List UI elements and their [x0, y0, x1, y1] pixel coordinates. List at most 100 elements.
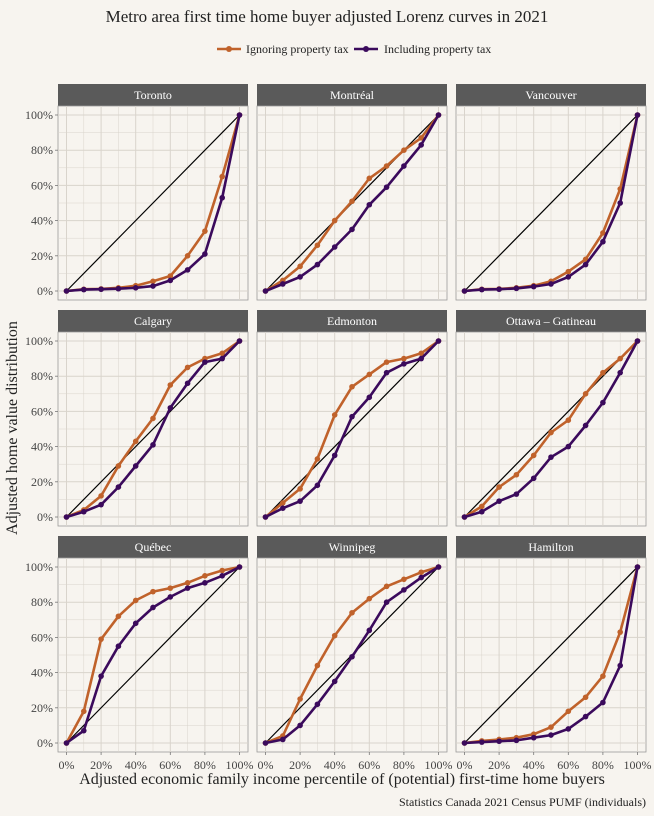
series-ignoring-point-winnipeg — [297, 696, 303, 702]
series-including-point-calgary — [115, 484, 122, 490]
x-axis-label: Adjusted economic family income percenti… — [79, 771, 605, 788]
series-ignoring-point-toronto — [202, 228, 208, 234]
series-ignoring-point-calgary — [98, 493, 104, 499]
series-ignoring-point-quebec — [219, 567, 225, 574]
series-including-point-ottawa-gatineau — [565, 443, 572, 450]
y-tick-label: 100% — [25, 560, 53, 574]
series-including-point-montreal — [383, 184, 390, 190]
series-including-point-calgary — [150, 442, 156, 448]
equality-line-edmonton — [265, 340, 439, 518]
series-ignoring-point-toronto — [150, 278, 156, 285]
x-tick-label: 100% — [226, 758, 254, 772]
series-including-point-vancouver — [461, 288, 468, 294]
series-including-point-winnipeg — [297, 722, 303, 729]
series-ignoring-point-edmonton — [383, 359, 390, 365]
series-ignoring-point-hamilton — [565, 708, 572, 715]
series-including-point-montreal — [314, 261, 321, 268]
series-ignoring-point-winnipeg — [401, 576, 407, 583]
series-including-point-winnipeg — [418, 574, 425, 581]
series-including-point-quebec — [184, 585, 191, 591]
panel-edmonton: Edmonton — [256, 310, 448, 527]
series-ignoring-point-winnipeg — [418, 569, 425, 576]
series-including-point-hamilton — [548, 732, 554, 738]
strip-label-edmonton: Edmonton — [327, 314, 377, 328]
series-including-point-vancouver — [513, 285, 520, 292]
series-including-point-montreal — [366, 201, 373, 208]
series-including-point-toronto — [202, 251, 208, 257]
strip-label-vancouver: Vancouver — [525, 88, 576, 102]
series-including-point-quebec — [202, 580, 208, 586]
series-ignoring-point-montreal — [349, 198, 355, 205]
series-including-point-toronto — [236, 112, 243, 118]
legend-including-marker — [363, 46, 369, 52]
series-including-point-toronto — [63, 288, 70, 294]
strip-label-montreal: Montréal — [330, 88, 375, 102]
series-ignoring-point-montreal — [366, 175, 373, 182]
series-including-point-hamilton — [496, 738, 502, 745]
series-ignoring-point-calgary — [132, 438, 139, 445]
series-ignoring-point-quebec — [132, 597, 139, 604]
y-tick-label: 20% — [31, 249, 53, 263]
series-ignoring-point-winnipeg — [383, 583, 390, 590]
series-including-point-winnipeg — [331, 678, 338, 685]
series-including-point-winnipeg — [314, 701, 321, 708]
strip-label-quebec: Québec — [135, 540, 172, 554]
series-including-point-quebec — [236, 564, 243, 570]
panel-quebec: Québec 0% 20% 40% 60% 80% 100% 0% 20% 40% 60% 80% 10… — [25, 536, 254, 772]
series-including-point-calgary — [202, 359, 208, 365]
equality-line-toronto — [66, 114, 240, 292]
series-including-point-hamilton — [582, 713, 589, 720]
x-tick-label: 40% — [324, 758, 346, 772]
series-ignoring-point-ottawa-gatineau — [513, 471, 520, 478]
series-ignoring-point-vancouver — [600, 230, 606, 236]
series-ignoring-point-montreal — [418, 135, 425, 141]
series-including-point-toronto — [115, 285, 122, 292]
series-including-point-montreal — [280, 281, 286, 287]
series-including-point-ottawa-gatineau — [600, 399, 606, 406]
series-including-point-quebec — [115, 643, 122, 649]
legend-ignoring-marker — [226, 46, 232, 52]
series-ignoring-point-hamilton — [600, 673, 606, 679]
series-including-point-vancouver — [565, 274, 572, 280]
y-tick-label: 40% — [31, 440, 53, 454]
strip-label-winnipeg: Winnipeg — [329, 540, 376, 554]
series-including-point-hamilton — [513, 737, 520, 744]
series-including-point-calgary — [63, 514, 70, 520]
series-including-point-montreal — [401, 163, 407, 169]
y-tick-label: 80% — [31, 595, 53, 609]
x-tick-label: 80% — [194, 758, 216, 772]
x-tick-label: 20% — [90, 758, 112, 772]
series-ignoring-point-montreal — [383, 163, 390, 169]
x-tick-label: 100% — [425, 758, 453, 772]
x-tick-label: 100% — [624, 758, 652, 772]
series-ignoring-point-montreal — [314, 242, 321, 249]
series-including-point-vancouver — [582, 261, 589, 268]
series-ignoring-point-toronto — [167, 273, 174, 279]
strip-ottawa-gatineau — [456, 310, 646, 332]
series-including-point-edmonton — [435, 338, 442, 344]
y-tick-label: 60% — [31, 178, 53, 192]
series-including-point-vancouver — [548, 281, 554, 287]
x-tick-label: 60% — [159, 758, 181, 772]
series-including-point-calgary — [236, 338, 243, 344]
series-ignoring-point-quebec — [81, 708, 87, 715]
series-including-point-ottawa-gatineau — [530, 475, 537, 482]
series-ignoring-point-edmonton — [280, 500, 286, 506]
y-tick-label: 80% — [31, 369, 53, 383]
series-ignoring-point-winnipeg — [314, 662, 321, 669]
series-including-point-hamilton — [617, 662, 623, 669]
series-including-point-hamilton — [565, 726, 572, 732]
series-ignoring-point-ottawa-gatineau — [600, 369, 606, 376]
series-including-point-ottawa-gatineau — [513, 491, 520, 497]
series-including-point-ottawa-gatineau — [617, 369, 623, 376]
series-including-point-toronto — [219, 194, 225, 201]
series-including-point-vancouver — [600, 238, 606, 245]
series-ignoring-point-hamilton — [548, 724, 554, 730]
series-including-point-calgary — [132, 463, 139, 469]
y-tick-label: 40% — [31, 666, 53, 680]
series-including-point-toronto — [81, 286, 87, 293]
y-tick-label: 20% — [31, 475, 53, 489]
series-including-point-hamilton — [479, 739, 485, 745]
series-ignoring-point-ottawa-gatineau — [496, 484, 502, 490]
series-including-point-winnipeg — [349, 653, 355, 660]
